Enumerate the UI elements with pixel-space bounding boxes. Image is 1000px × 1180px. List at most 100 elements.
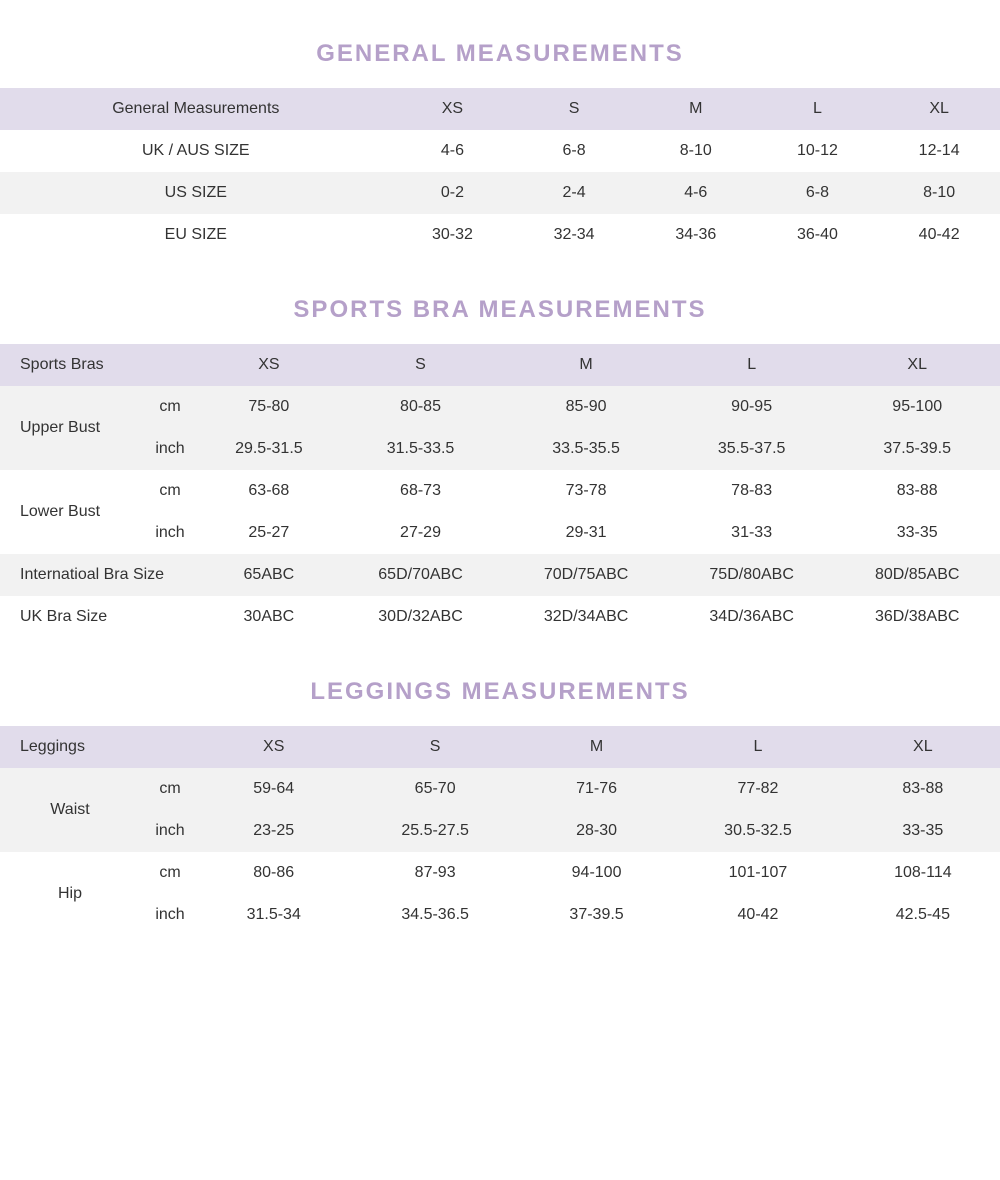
leggings-table: Leggings XS S M L XL Waist cm 59-64 65-7… [0, 726, 1000, 936]
cell: 27-29 [338, 512, 504, 554]
cell: 31-33 [669, 512, 835, 554]
size-header: XL [878, 88, 1000, 130]
cell: 65D/70ABC [338, 554, 504, 596]
row-label: EU SIZE [0, 214, 392, 256]
cell: 30-32 [392, 214, 514, 256]
cell: 34D/36ABC [669, 596, 835, 638]
cell: 37-39.5 [523, 894, 670, 936]
cell: 83-88 [846, 768, 1000, 810]
cell: 85-90 [503, 386, 669, 428]
table-row: UK / AUS SIZE 4-6 6-8 8-10 10-12 12-14 [0, 130, 1000, 172]
sports-table: Sports Bras XS S M L XL Upper Bust cm 75… [0, 344, 1000, 638]
row-label: UK / AUS SIZE [0, 130, 392, 172]
cell: 12-14 [878, 130, 1000, 172]
cell: 6-8 [513, 130, 635, 172]
cell: 30.5-32.5 [670, 810, 845, 852]
leggings-title: LEGGINGS MEASUREMENTS [0, 678, 1000, 706]
cell: 23-25 [200, 810, 347, 852]
table-row: inch 23-25 25.5-27.5 28-30 30.5-32.5 33-… [0, 810, 1000, 852]
unit-label: inch [140, 810, 200, 852]
cell: 63-68 [200, 470, 338, 512]
unit-label: cm [140, 768, 200, 810]
cell: 40-42 [670, 894, 845, 936]
unit-label: inch [140, 512, 200, 554]
header-label: Sports Bras [0, 344, 200, 386]
size-header: XL [846, 726, 1000, 768]
unit-label: cm [140, 386, 200, 428]
row-label: Hip [0, 852, 140, 936]
cell: 37.5-39.5 [834, 428, 1000, 470]
unit-label: inch [140, 894, 200, 936]
table-row: UK Bra Size 30ABC 30D/32ABC 32D/34ABC 34… [0, 596, 1000, 638]
cell: 90-95 [669, 386, 835, 428]
table-row: inch 25-27 27-29 29-31 31-33 33-35 [0, 512, 1000, 554]
table-row: US SIZE 0-2 2-4 4-6 6-8 8-10 [0, 172, 1000, 214]
cell: 101-107 [670, 852, 845, 894]
cell: 34-36 [635, 214, 757, 256]
cell: 6-8 [757, 172, 879, 214]
table-header-row: Leggings XS S M L XL [0, 726, 1000, 768]
cell: 34.5-36.5 [347, 894, 522, 936]
cell: 31.5-34 [200, 894, 347, 936]
cell: 71-76 [523, 768, 670, 810]
cell: 68-73 [338, 470, 504, 512]
general-title: GENERAL MEASUREMENTS [0, 40, 1000, 68]
cell: 70D/75ABC [503, 554, 669, 596]
size-header: M [523, 726, 670, 768]
cell: 10-12 [757, 130, 879, 172]
cell: 73-78 [503, 470, 669, 512]
size-header: XS [200, 726, 347, 768]
cell: 75D/80ABC [669, 554, 835, 596]
general-table: General Measurements XS S M L XL UK / AU… [0, 88, 1000, 256]
cell: 32-34 [513, 214, 635, 256]
cell: 31.5-33.5 [338, 428, 504, 470]
cell: 65ABC [200, 554, 338, 596]
cell: 108-114 [846, 852, 1000, 894]
cell: 29.5-31.5 [200, 428, 338, 470]
cell: 29-31 [503, 512, 669, 554]
size-header: S [513, 88, 635, 130]
cell: 4-6 [635, 172, 757, 214]
table-row: Hip cm 80-86 87-93 94-100 101-107 108-11… [0, 852, 1000, 894]
table-row: Waist cm 59-64 65-70 71-76 77-82 83-88 [0, 768, 1000, 810]
cell: 8-10 [878, 172, 1000, 214]
table-row: EU SIZE 30-32 32-34 34-36 36-40 40-42 [0, 214, 1000, 256]
cell: 40-42 [878, 214, 1000, 256]
cell: 83-88 [834, 470, 1000, 512]
cell: 30D/32ABC [338, 596, 504, 638]
cell: 8-10 [635, 130, 757, 172]
cell: 80D/85ABC [834, 554, 1000, 596]
header-label: General Measurements [0, 88, 392, 130]
cell: 25.5-27.5 [347, 810, 522, 852]
cell: 36-40 [757, 214, 879, 256]
cell: 0-2 [392, 172, 514, 214]
cell: 32D/34ABC [503, 596, 669, 638]
size-header: XL [834, 344, 1000, 386]
table-row: inch 31.5-34 34.5-36.5 37-39.5 40-42 42.… [0, 894, 1000, 936]
cell: 33-35 [834, 512, 1000, 554]
size-header: XS [200, 344, 338, 386]
sports-title: SPORTS BRA MEASUREMENTS [0, 296, 1000, 324]
cell: 94-100 [523, 852, 670, 894]
unit-label: inch [140, 428, 200, 470]
unit-label: cm [140, 852, 200, 894]
table-header-row: General Measurements XS S M L XL [0, 88, 1000, 130]
cell: 87-93 [347, 852, 522, 894]
size-header: L [669, 344, 835, 386]
table-header-row: Sports Bras XS S M L XL [0, 344, 1000, 386]
cell: 78-83 [669, 470, 835, 512]
table-row: inch 29.5-31.5 31.5-33.5 33.5-35.5 35.5-… [0, 428, 1000, 470]
cell: 77-82 [670, 768, 845, 810]
size-header: S [347, 726, 522, 768]
cell: 28-30 [523, 810, 670, 852]
size-header: S [338, 344, 504, 386]
cell: 30ABC [200, 596, 338, 638]
row-label: Upper Bust [0, 386, 140, 470]
cell: 95-100 [834, 386, 1000, 428]
table-row: Lower Bust cm 63-68 68-73 73-78 78-83 83… [0, 470, 1000, 512]
row-label: US SIZE [0, 172, 392, 214]
cell: 25-27 [200, 512, 338, 554]
cell: 2-4 [513, 172, 635, 214]
cell: 36D/38ABC [834, 596, 1000, 638]
table-row: Internatioal Bra Size 65ABC 65D/70ABC 70… [0, 554, 1000, 596]
